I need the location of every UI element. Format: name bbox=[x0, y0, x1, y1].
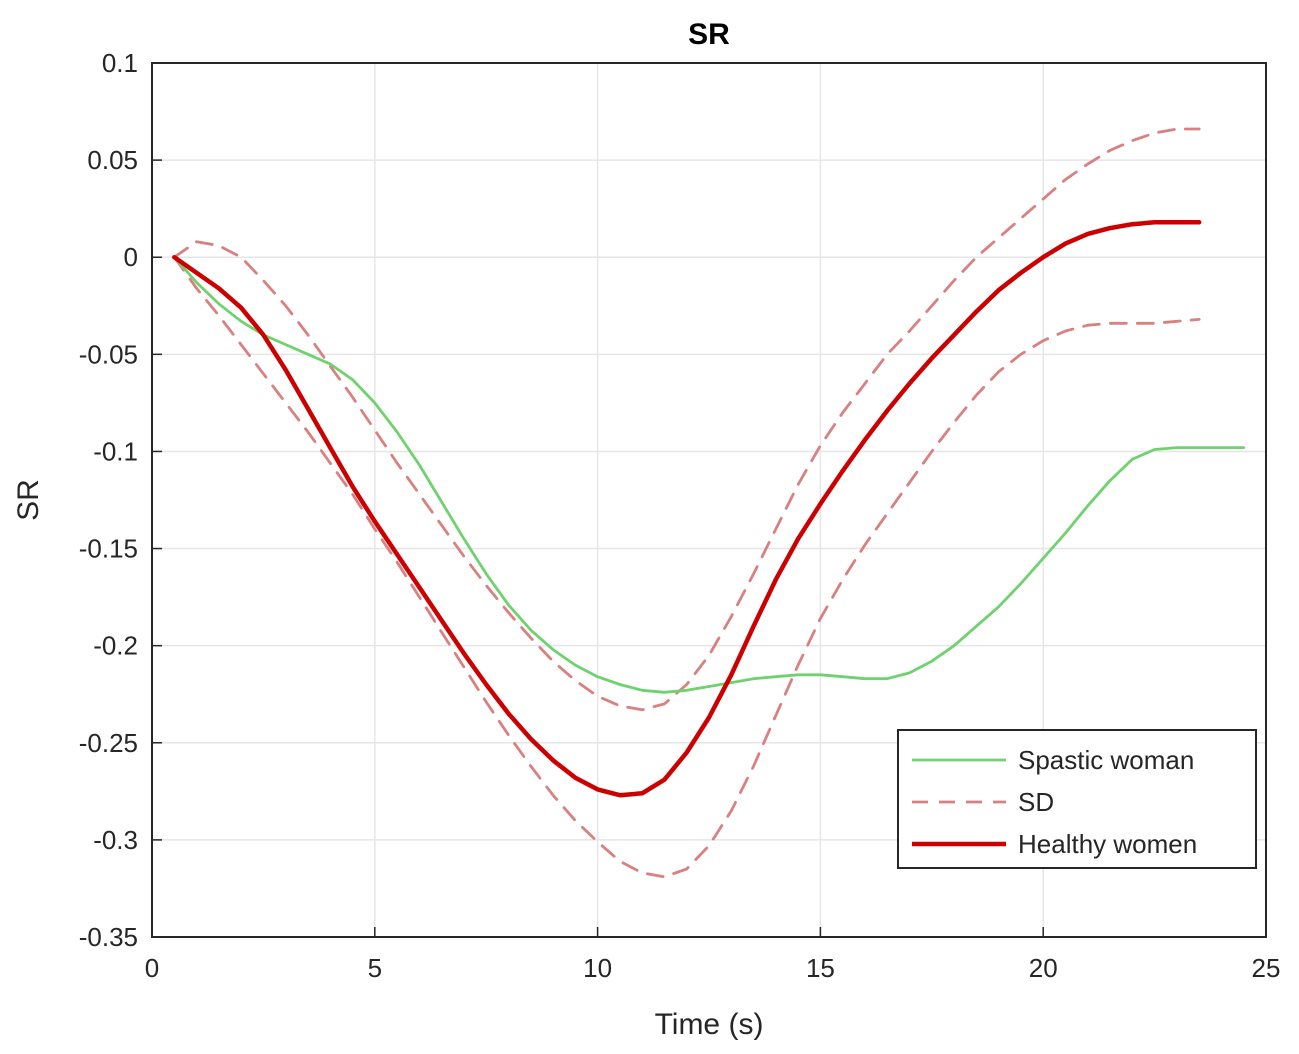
chart-title: SR bbox=[688, 18, 730, 51]
legend-items: Spastic woman SD Healthy women bbox=[912, 745, 1197, 859]
y-tick-label: -0.35 bbox=[79, 922, 138, 952]
x-axis-ticks: 0 5 10 15 20 25 bbox=[145, 927, 1281, 983]
series-line-healthy-women bbox=[172, 220, 1202, 798]
y-axis-title: SR bbox=[12, 479, 45, 521]
x-tick-label: 15 bbox=[806, 953, 835, 983]
series-line-sd bbox=[172, 127, 1201, 712]
x-tick-label: 20 bbox=[1029, 953, 1058, 983]
legend-label: Healthy women bbox=[1018, 829, 1197, 859]
legend-label: Spastic woman bbox=[1018, 745, 1194, 775]
y-tick-label: -0.25 bbox=[79, 728, 138, 758]
x-tick-label: 5 bbox=[368, 953, 382, 983]
y-axis-ticks: 0.1 0.05 0 -0.05 -0.1 -0.15 -0.2 -0.25 -0.3 -0.35 bbox=[79, 48, 162, 952]
series-line-spastic-woman bbox=[172, 255, 1246, 694]
y-tick-label: -0.1 bbox=[93, 436, 138, 466]
y-tick-label: -0.05 bbox=[79, 339, 138, 369]
y-tick-label: -0.2 bbox=[93, 631, 138, 661]
y-tick-label: 0 bbox=[124, 242, 138, 272]
series-line-sd-lower bbox=[172, 255, 1201, 879]
legend-label: SD bbox=[1018, 787, 1054, 817]
y-tick-label: 0.1 bbox=[102, 48, 138, 78]
x-tick-label: 10 bbox=[583, 953, 612, 983]
x-axis-title: Time (s) bbox=[655, 1008, 764, 1041]
plot-area-frame bbox=[151, 62, 1267, 938]
x-tick-label: 0 bbox=[145, 953, 159, 983]
y-tick-label: -0.15 bbox=[79, 534, 138, 564]
chart-series bbox=[172, 127, 1246, 879]
x-tick-label: 25 bbox=[1252, 953, 1281, 983]
legend: Spastic woman SD Healthy women bbox=[897, 729, 1257, 869]
y-tick-label: -0.3 bbox=[93, 825, 138, 855]
y-tick-label: 0.05 bbox=[87, 145, 138, 175]
